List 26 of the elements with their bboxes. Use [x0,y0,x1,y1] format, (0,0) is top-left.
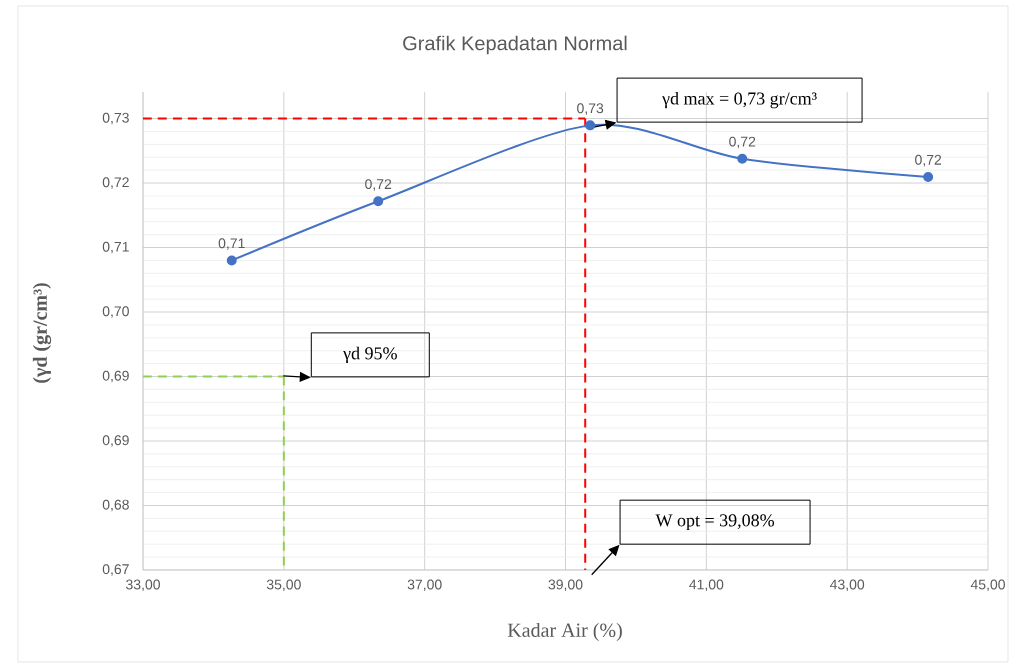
chart-title: Grafik Kepadatan Normal [403,35,627,55]
x-tick-label: 35,00 [266,579,301,592]
annotation: γd 95% [343,346,397,364]
y-tick-label: 0,70 [102,306,129,318]
data-label: 0,72 [729,136,756,149]
x-tick-label: 39,00 [548,579,583,592]
data-label: 0,72 [915,154,942,167]
data-label: 0,73 [577,103,604,115]
y-tick-label: 0,69 [102,370,129,383]
data-label: 0,72 [365,179,392,191]
y-tick-label: 0,67 [102,564,129,576]
x-tick-label: 45,00 [970,579,1005,592]
annotation: W opt = 39,08% [655,514,775,531]
x-tick-label: 33,00 [126,579,160,592]
annotation: γd max = 0,73 gr/cm³ [662,91,817,109]
data-label: 0,71 [218,238,245,250]
x-tick-label: 41,00 [689,579,724,592]
x-tick-label: 43,00 [829,579,865,592]
y-tick-label: 0,69 [102,435,129,447]
y-tick-label: 0,68 [102,499,129,512]
y-tick-label: 0,73 [102,112,129,125]
y-tick-label: 0,71 [102,241,129,254]
y-axis-title: (γd (gr/cm³) [32,283,52,383]
y-tick-label: 0,72 [102,177,129,189]
x-axis-title: Kadar Air (%) [507,622,622,642]
x-tick-label: 37,00 [407,579,442,592]
